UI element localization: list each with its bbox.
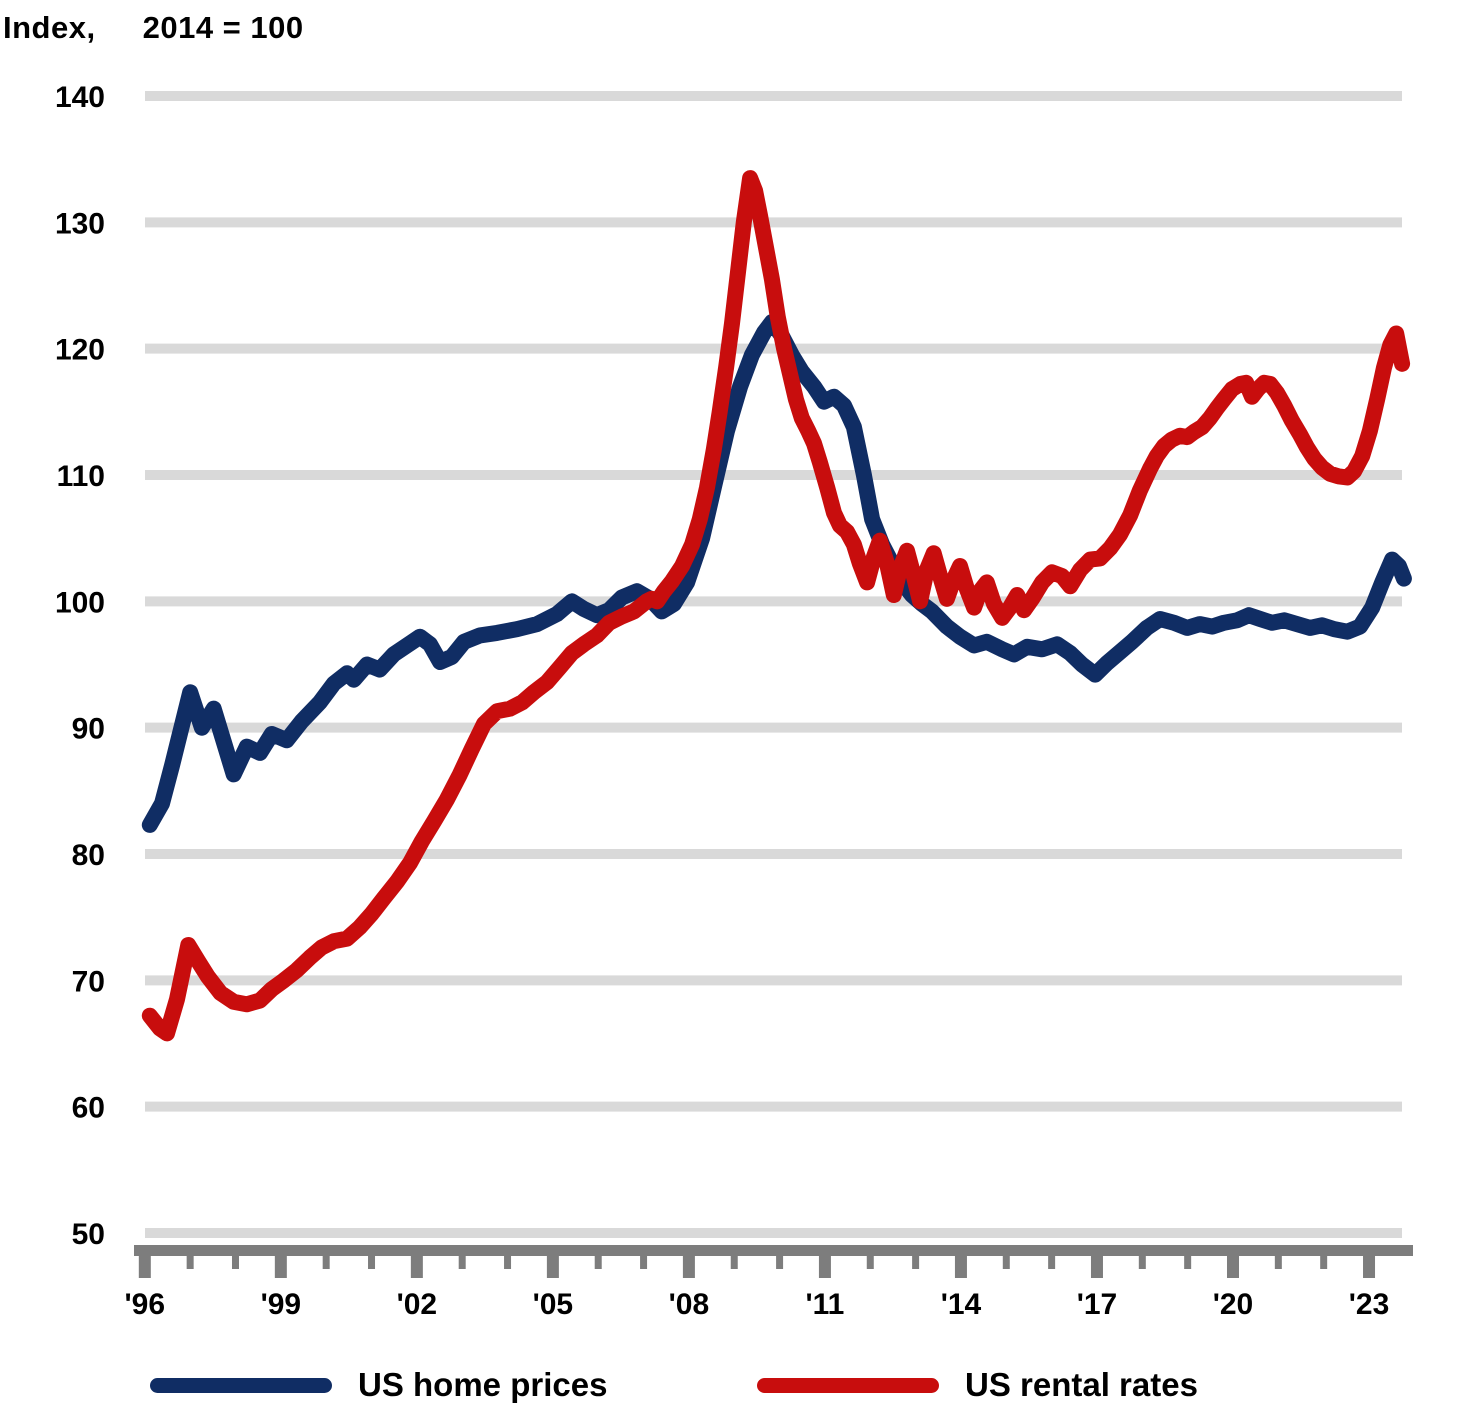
axis-unit-title: Index, 2014 = 100 — [3, 10, 304, 46]
legend-label-blue: US home prices — [358, 1366, 608, 1403]
x-major-tick — [1226, 1256, 1239, 1278]
x-tick-label: '17 — [1077, 1288, 1118, 1321]
x-minor-tick — [368, 1256, 376, 1269]
y-tick-label: 100 — [55, 586, 105, 619]
x-major-tick — [682, 1256, 695, 1278]
x-major-tick — [954, 1256, 967, 1278]
x-tick-label: '23 — [1349, 1288, 1390, 1321]
x-minor-tick — [458, 1256, 466, 1269]
x-minor-tick — [504, 1256, 512, 1269]
y-tick-label: 50 — [72, 1218, 105, 1251]
x-minor-tick — [912, 1256, 920, 1269]
x-minor-tick — [1048, 1256, 1056, 1269]
x-minor-tick — [231, 1256, 239, 1269]
y-tick-label: 110 — [57, 460, 105, 493]
y-tick-label: 90 — [72, 713, 105, 746]
series-line-0 — [141, 314, 1412, 833]
x-minor-tick — [594, 1256, 602, 1269]
blue-series-swatch — [150, 1377, 332, 1393]
x-minor-tick — [1184, 1256, 1192, 1269]
x-major-tick — [274, 1256, 287, 1278]
x-tick-label: '02 — [397, 1288, 438, 1321]
x-minor-tick — [866, 1256, 874, 1269]
x-major-tick — [546, 1256, 559, 1278]
x-tick-label: '05 — [533, 1288, 574, 1321]
y-tick-label: 130 — [55, 207, 105, 240]
x-minor-tick — [776, 1256, 784, 1269]
legend-label-red: US rental rates — [965, 1366, 1198, 1403]
x-major-tick — [410, 1256, 423, 1278]
x-major-tick — [818, 1256, 831, 1278]
x-tick-label: '99 — [261, 1288, 302, 1321]
x-tick-label: '20 — [1213, 1288, 1254, 1321]
x-tick-label: '08 — [669, 1288, 710, 1321]
x-tick-label: '96 — [125, 1288, 166, 1321]
axis-unit-part-1: Index, — [3, 10, 96, 45]
y-tick-label: 70 — [72, 965, 105, 998]
axis-unit-part-2: 2014 = 100 — [142, 10, 304, 45]
x-minor-tick — [1320, 1256, 1328, 1269]
x-axis-line — [134, 1245, 1413, 1256]
y-tick-label: 60 — [72, 1092, 105, 1125]
y-tick-label: 140 — [55, 81, 105, 114]
chart-legend: US home prices US rental rates — [0, 1362, 1477, 1408]
x-minor-tick — [730, 1256, 738, 1269]
x-minor-tick — [1002, 1256, 1010, 1269]
x-minor-tick — [640, 1256, 648, 1269]
x-major-tick — [1363, 1256, 1376, 1278]
x-minor-tick — [186, 1256, 194, 1269]
x-minor-tick — [1274, 1256, 1282, 1269]
x-minor-tick — [322, 1256, 330, 1269]
red-series-swatch — [757, 1377, 939, 1393]
x-tick-label: '14 — [941, 1288, 982, 1321]
x-minor-tick — [1138, 1256, 1146, 1269]
x-major-tick — [138, 1256, 151, 1278]
y-tick-label: 80 — [72, 839, 105, 872]
legend-item-blue: US home prices — [150, 1362, 607, 1408]
y-tick-label: 120 — [55, 334, 105, 367]
x-major-tick — [1090, 1256, 1103, 1278]
series-line-1 — [141, 170, 1411, 1042]
legend-item-red: US rental rates — [757, 1362, 1198, 1408]
x-tick-label: '11 — [805, 1288, 844, 1321]
